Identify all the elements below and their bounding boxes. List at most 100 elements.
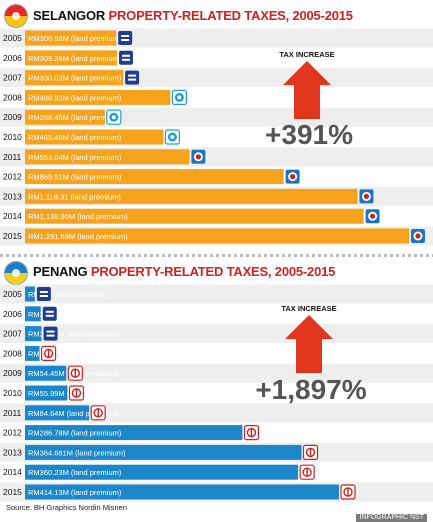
value-bar xyxy=(25,149,190,165)
value-bar xyxy=(25,425,243,441)
year-tick-label: 2013 xyxy=(3,447,22,457)
value-bar xyxy=(25,405,90,421)
penang-bar-chart: 2005 RM13M (land premium) 2006 RM20.79M (la… xyxy=(0,284,433,502)
value-data-label: RM553.04M (land premium) xyxy=(28,153,122,162)
year-tick-label: 2006 xyxy=(3,309,22,319)
year-tick-label: 2006 xyxy=(3,53,22,63)
bn-logo-icon xyxy=(36,287,51,301)
penang-chart-title: PENANG PROPERTY-RELATED TAXES, 2005-2015 xyxy=(33,264,335,279)
year-tick-label: 2011 xyxy=(3,408,22,418)
year-tick-label: 2015 xyxy=(3,487,22,497)
penang-title-state: PENANG xyxy=(33,264,88,279)
bn-logo-icon xyxy=(118,31,133,45)
year-tick-label: 2012 xyxy=(3,172,22,182)
tax-increase-label: TAX INCREASE xyxy=(279,50,334,59)
value-bar xyxy=(25,169,284,185)
dap-logo-icon xyxy=(90,405,106,421)
value-bar xyxy=(25,464,299,480)
row-stripe xyxy=(0,284,433,304)
value-bar xyxy=(25,50,117,66)
pkr-logo-icon xyxy=(191,149,206,164)
value-bar xyxy=(25,228,409,244)
value-bar xyxy=(25,129,164,145)
year-tick-label: 2010 xyxy=(3,132,22,142)
year-tick-label: 2015 xyxy=(3,231,22,241)
year-tick-label: 2007 xyxy=(3,329,22,339)
year-tick-label: 2009 xyxy=(3,368,22,378)
value-bar xyxy=(25,70,124,86)
dap-logo-icon xyxy=(302,444,319,460)
value-data-label: RM13M (land premium) xyxy=(28,290,107,299)
value-data-label: RM21.82M (land premium) xyxy=(28,330,118,339)
value-data-label: RM20.79M (land premium) xyxy=(28,310,118,319)
bn-logo-icon xyxy=(42,306,57,321)
year-tick-label: 2012 xyxy=(3,428,22,438)
value-bar xyxy=(25,385,68,401)
year-tick-label: 2007 xyxy=(3,73,22,83)
value-bar xyxy=(25,30,117,46)
penang-title-rest: PROPERTY-RELATED TAXES, 2005-2015 xyxy=(90,264,336,279)
year-tick-label: 2014 xyxy=(3,211,22,221)
value-data-label: RM869.91M (land premium) xyxy=(28,173,122,182)
value-data-label: RM330.03M (land premium) xyxy=(28,74,122,83)
year-tick-label: 2013 xyxy=(3,191,22,201)
value-bar xyxy=(25,89,171,105)
row-stripe xyxy=(0,403,433,423)
bn-logo-icon xyxy=(118,50,133,65)
panel-divider xyxy=(0,254,433,257)
dap-logo-icon xyxy=(299,464,315,480)
year-tick-label: 2008 xyxy=(3,348,22,358)
value-data-label: RM1,118.31 (land premium) xyxy=(28,192,121,201)
tax-increase-label: TAX INCREASE xyxy=(281,304,336,313)
value-bar xyxy=(25,306,41,322)
year-tick-label: 2005 xyxy=(3,289,22,299)
pkr-logo-icon xyxy=(359,189,374,204)
value-bar xyxy=(25,365,67,381)
selangor-flag-emblem-icon xyxy=(4,4,28,28)
value-data-label: RM268.45M (land premium) xyxy=(28,113,122,122)
pas-logo-icon xyxy=(171,89,187,106)
value-data-label: RM306.68M (land premium) xyxy=(28,34,122,43)
pkr-logo-icon xyxy=(411,229,425,243)
pkr-logo-icon xyxy=(285,169,300,184)
dap-logo-icon xyxy=(243,425,260,441)
infographic-credit: INFOGRAPHIC NST xyxy=(356,514,427,522)
row-stripe xyxy=(0,363,433,383)
value-bar xyxy=(25,345,40,361)
pas-logo-icon xyxy=(106,109,122,125)
selangor-chart-title: SELANGOR PROPERTY-RELATED TAXES, 2005-20… xyxy=(33,8,353,23)
penang-panel: PENANG PROPERTY-RELATED TAXES, 2005-2015… xyxy=(0,258,433,512)
selangor-title-state: SELANGOR xyxy=(33,8,106,23)
bn-logo-icon xyxy=(125,70,140,85)
year-tick-label: 2009 xyxy=(3,112,22,122)
year-tick-label: 2010 xyxy=(3,388,22,398)
dap-logo-icon xyxy=(67,365,83,381)
selangor-panel: SELANGOR PROPERTY-RELATED TAXES, 2005-20… xyxy=(0,0,433,253)
selangor-title-rest: PROPERTY-RELATED TAXES, 2005-2015 xyxy=(108,8,354,23)
dap-logo-icon xyxy=(340,484,356,500)
value-data-label: RM84.64M (land premium) xyxy=(28,409,118,418)
tax-increase-arrow-icon xyxy=(285,315,333,373)
value-bar xyxy=(25,286,35,302)
value-data-label: RM465.48M (land premium) xyxy=(28,133,122,142)
pas-logo-icon xyxy=(164,129,180,145)
value-bar xyxy=(25,109,105,125)
value-bar xyxy=(25,484,339,500)
tax-increase-arrow-icon xyxy=(283,61,331,119)
tax-increase-percentage: +391% xyxy=(265,119,353,150)
value-data-label: RM360.23M (land premium) xyxy=(28,468,122,477)
value-bar xyxy=(25,208,364,224)
value-data-label: RM19.23M (land premium) xyxy=(28,349,118,358)
year-tick-label: 2014 xyxy=(3,467,22,477)
value-bar xyxy=(25,188,358,204)
value-bar xyxy=(25,444,302,460)
year-tick-label: 2011 xyxy=(3,152,22,162)
source-note: Source: BH Graphics Nordin Misnen xyxy=(6,503,127,512)
value-data-label: RM1,138.90M (land premium) xyxy=(28,212,128,221)
pkr-logo-icon xyxy=(365,209,380,224)
value-bar xyxy=(25,326,42,342)
dap-logo-icon xyxy=(68,385,85,401)
dap-logo-icon xyxy=(40,345,57,362)
year-tick-label: 2008 xyxy=(3,92,22,102)
selangor-bar-chart: 2005 RM306.68M (land premium) 2006 RM309.28… xyxy=(0,28,433,246)
